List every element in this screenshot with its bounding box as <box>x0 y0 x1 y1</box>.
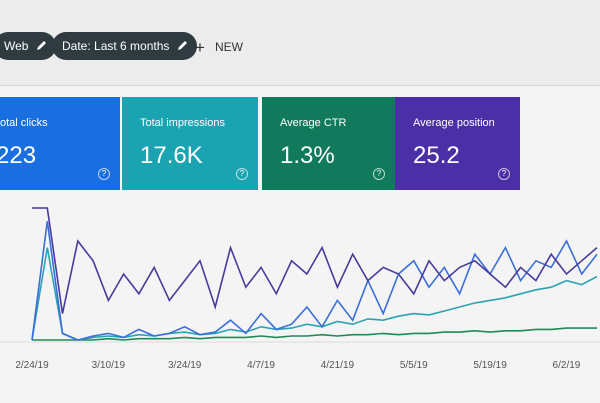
x-tick-label: 3/10/19 <box>92 360 126 371</box>
metric-label: Average CTR <box>280 117 347 129</box>
x-tick-label: 5/19/19 <box>473 360 507 371</box>
metric-value: 25.2 <box>413 142 460 169</box>
x-tick-label: 4/7/19 <box>247 360 275 371</box>
x-tick-label: 6/2/19 <box>553 360 581 371</box>
x-tick-label: 5/5/19 <box>400 360 428 371</box>
series-line <box>31 221 598 341</box>
toolbar: Web Date: Last 6 months + NEW <box>0 0 600 86</box>
metric-label: Total impressions <box>140 117 225 129</box>
series-line <box>32 207 598 314</box>
metric-card[interactable]: Average CTR 1.3%? <box>262 97 395 190</box>
edit-icon <box>37 41 47 50</box>
new-button[interactable]: + NEW <box>195 38 243 58</box>
chip-label: Web <box>4 39 29 53</box>
help-icon[interactable]: ? <box>236 168 248 180</box>
x-tick-label: 3/24/19 <box>168 360 202 371</box>
metric-label: otal clicks <box>0 117 48 129</box>
button-label: NEW <box>214 40 243 54</box>
metric-value: 223 <box>0 142 37 169</box>
filter-chip[interactable]: Date: Last 6 months <box>52 32 198 60</box>
performance-chart: 2/24/19 3/10/19 3/24/19 4/7/19 4/21/19 5/5/19… <box>0 207 600 371</box>
help-icon[interactable]: ? <box>498 168 510 180</box>
chip-label: Date: Last 6 months <box>62 39 170 53</box>
x-tick-label: 4/21/19 <box>321 360 355 371</box>
metric-value: 17.6K <box>140 142 203 169</box>
metric-label: Average position <box>413 117 495 129</box>
metric-card[interactable]: otal clicks 223? <box>0 97 120 190</box>
help-icon[interactable]: ? <box>98 168 110 180</box>
x-tick-label: 2/24/19 <box>15 360 49 371</box>
filter-chip[interactable]: Web <box>0 32 57 60</box>
plus-icon: + <box>195 38 205 57</box>
metric-card[interactable]: Total impressions 17.6K? <box>122 97 258 190</box>
edit-icon <box>178 41 188 50</box>
metric-value: 1.3% <box>280 142 335 169</box>
series-line <box>32 327 597 341</box>
metric-card[interactable]: Average position 25.2? <box>395 97 520 190</box>
help-icon[interactable]: ? <box>373 168 385 180</box>
